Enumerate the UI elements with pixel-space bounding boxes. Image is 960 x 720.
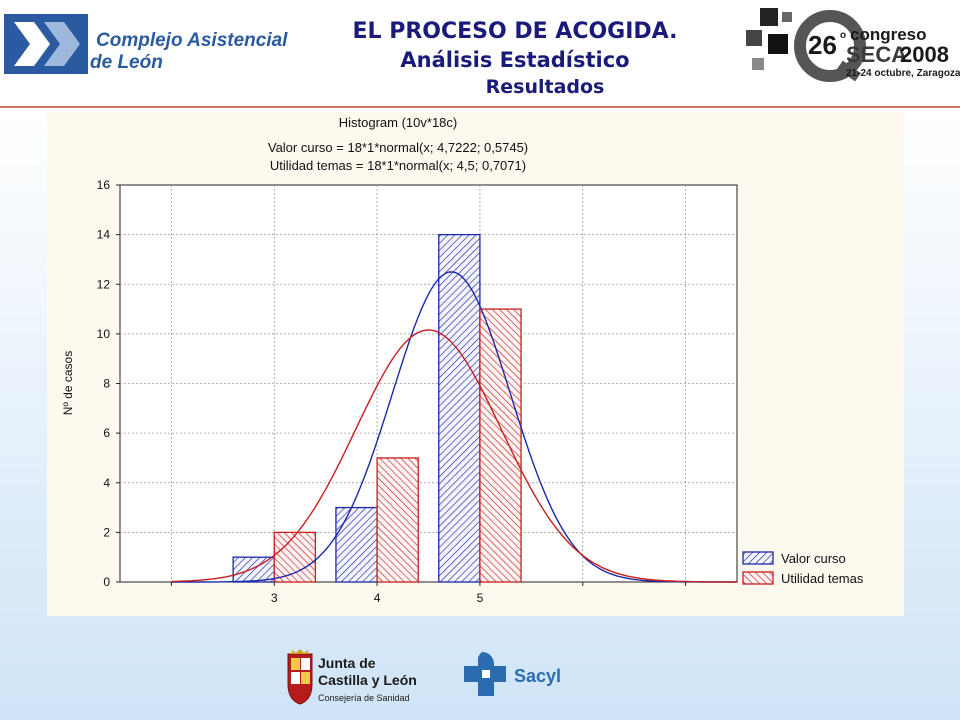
y-tick-label: 4 — [103, 476, 110, 490]
bar — [273, 531, 317, 583]
chart-subtitle-line-2: Utilidad temas = 18*1*normal(x; 4,5; 0,7… — [270, 158, 526, 173]
x-tick-label: 5 — [477, 591, 484, 605]
seca-congress-logo: 26 o congreso SECA 2008 21-24 octubre, Z… — [742, 0, 960, 104]
normal-curves — [171, 271, 737, 583]
sacyl-cross-icon: Sacyl — [464, 652, 561, 696]
logo-left-line1: Complejo Asistencial — [96, 30, 288, 51]
page-subtitle: Análisis Estadístico — [400, 48, 630, 72]
seca-year: 2008 — [900, 42, 949, 67]
legend-swatch — [742, 571, 774, 585]
complejo-logo-mark-icon — [4, 14, 88, 74]
legend-swatch — [742, 551, 774, 565]
seca-congreso-word: congreso — [850, 25, 927, 44]
sacyl-logo: Sacyl — [462, 650, 572, 705]
junta-line1: Junta de — [318, 655, 376, 671]
junta-line2: Castilla y León — [318, 672, 417, 688]
y-tick-label: 2 — [103, 525, 110, 539]
bar — [479, 308, 522, 583]
junta-castilla-leon-logo: Junta de Castilla y León Consejería de S… — [286, 648, 436, 713]
y-tick-label: 6 — [103, 426, 110, 440]
chart-legend: Valor curso Utilidad temas — [742, 551, 864, 586]
seca-number: 26 — [808, 30, 837, 60]
grid-lines — [120, 185, 737, 582]
bar — [335, 506, 378, 583]
seca-logo-mark-icon: 26 o congreso SECA 2008 21-24 octubre, Z… — [746, 8, 960, 82]
seca-superscript: o — [840, 30, 846, 41]
chart-subtitle-line-1: Valor curso = 18*1*normal(x; 4,7222; 0,5… — [268, 140, 528, 155]
section-title: Resultados — [485, 76, 605, 98]
x-tick-label: 4 — [374, 591, 381, 605]
y-tick-label: 0 — [103, 575, 110, 589]
y-tick-label: 12 — [97, 277, 111, 291]
legend-label: Valor curso — [781, 551, 846, 566]
chart-title: Histogram (10v*18c) — [339, 115, 458, 130]
y-tick-label: 10 — [97, 327, 111, 341]
junta-line3: Consejería de Sanidad — [318, 693, 410, 703]
y-tick-label: 16 — [97, 178, 111, 192]
axes-group: 0 2 4 6 8 10 12 14 16 3 4 5 — [97, 178, 687, 605]
sacyl-name: Sacyl — [514, 666, 561, 686]
complejo-asistencial-logo: Complejo Asistencial de León — [4, 14, 304, 74]
bar — [232, 556, 275, 583]
normal-curve — [171, 329, 737, 583]
normal-curve — [171, 271, 737, 583]
logo-left-line2: de León — [90, 52, 163, 73]
y-tick-label: 8 — [103, 377, 110, 391]
junta-logo-mark-icon: Junta de Castilla y León Consejería de S… — [287, 649, 417, 705]
histogram-chart: Histogram (10v*18c) Valor curso = 18*1*n… — [61, 115, 864, 605]
header-divider — [0, 106, 960, 108]
page-title: EL PROCESO DE ACOGIDA. — [352, 19, 678, 44]
y-axis-label: Nº de casos — [61, 351, 75, 415]
y-tick-label: 14 — [97, 228, 111, 242]
bar — [376, 457, 419, 583]
title-block: EL PROCESO DE ACOGIDA. Análisis Estadíst… — [300, 18, 730, 100]
x-tick-label: 3 — [271, 591, 278, 605]
legend-label: Utilidad temas — [781, 571, 864, 586]
seca-dates: 21-24 octubre, Zaragoza — [846, 68, 960, 79]
bar — [438, 233, 481, 583]
seca-brand: SECA — [846, 42, 907, 67]
chart-panel: Histogram (10v*18c) Valor curso = 18*1*n… — [47, 112, 904, 616]
